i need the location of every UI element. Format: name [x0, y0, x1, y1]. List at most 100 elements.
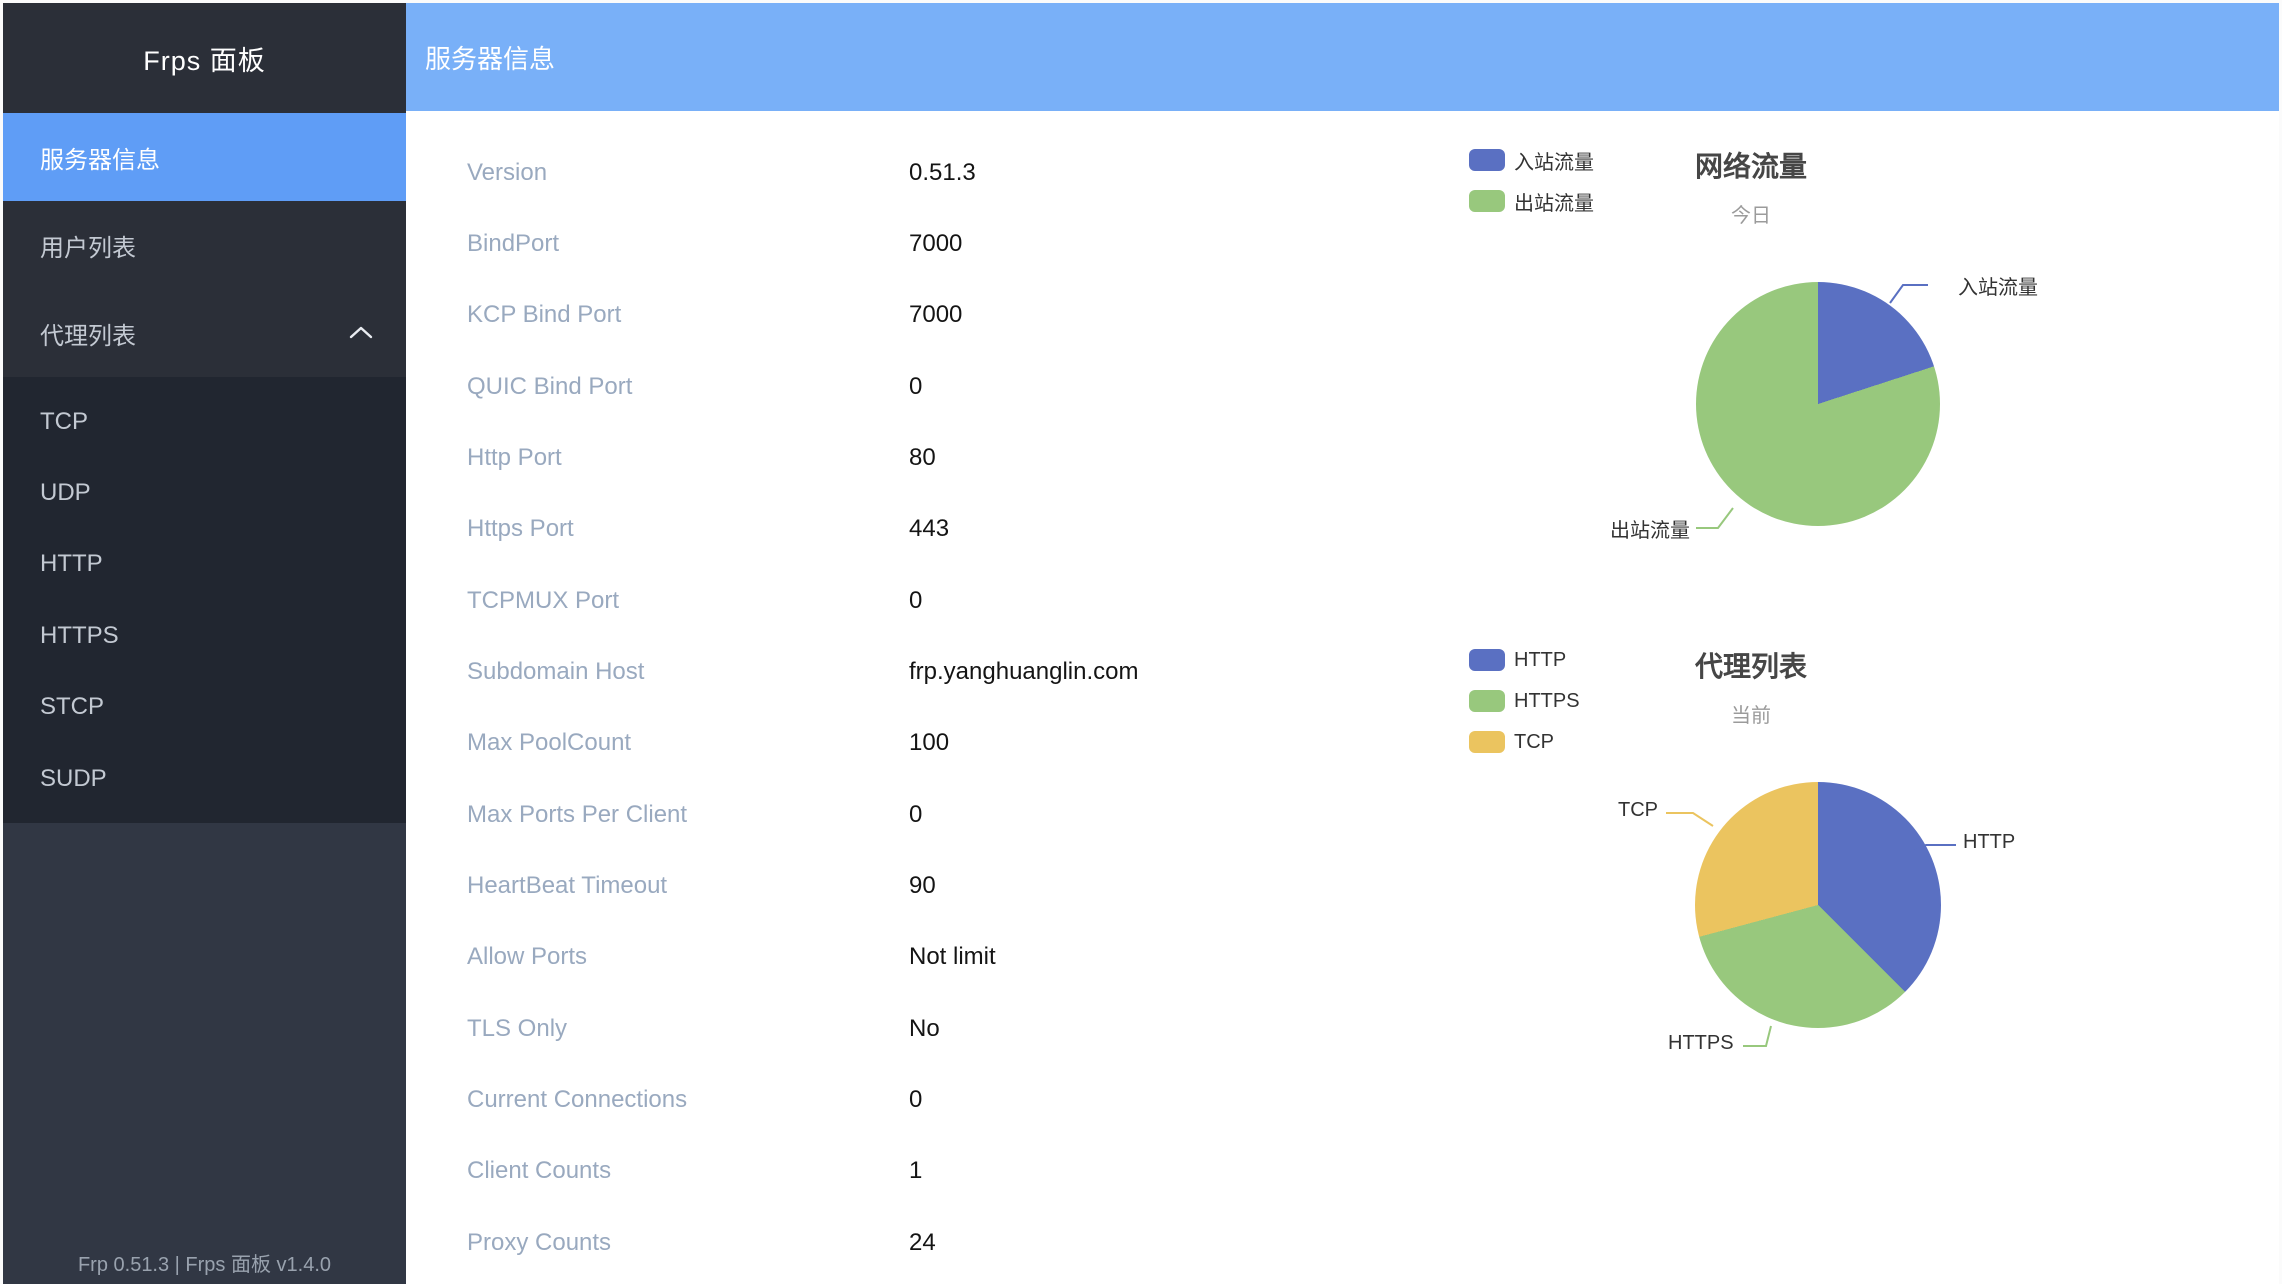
info-row: Max Ports Per Client 0: [467, 779, 1427, 850]
sidebar-item-label: 用户列表: [40, 234, 136, 262]
legend-label: HTTPS: [1514, 689, 1580, 712]
sidebar-subitem-udp[interactable]: UDP: [40, 479, 91, 507]
info-row: QUIC Bind Port 0: [467, 351, 1427, 422]
page-header: 服务器信息: [406, 3, 2279, 111]
sidebar-subitem-http[interactable]: HTTP: [40, 550, 103, 578]
sidebar-footer-version: Frp 0.51.3 | Frps 面板 v1.4.0: [77, 1254, 332, 1276]
info-value: 0: [909, 586, 923, 614]
info-value: 80: [909, 443, 936, 471]
legend-item-出站流量[interactable]: 出站流量: [1469, 190, 1594, 215]
info-value: 1: [909, 1157, 923, 1185]
sidebar-subitem-https[interactable]: HTTPS: [40, 621, 119, 649]
info-row: Https Port 443: [467, 494, 1427, 565]
app-title: Frps 面板: [3, 3, 406, 113]
info-label: Max Ports Per Client: [467, 800, 688, 828]
info-row: HeartBeat Timeout 90: [467, 850, 1427, 921]
legend-label: TCP: [1514, 730, 1554, 753]
legend-item-TCP[interactable]: TCP: [1469, 731, 1580, 753]
info-row: Http Port 80: [467, 422, 1427, 493]
sidebar-item-label: 代理列表: [40, 322, 136, 350]
pie-label-http: HTTP: [1963, 831, 2016, 853]
info-label: Version: [467, 158, 548, 186]
legend-swatch: [1469, 731, 1505, 753]
info-row: Subdomain Host frp.yanghuanglin.com: [467, 636, 1427, 707]
info-row: Max PoolCount 100: [467, 708, 1427, 779]
info-value: Not limit: [909, 943, 996, 971]
proxy-list-pie: [1695, 782, 1941, 1028]
info-label: Https Port: [467, 515, 574, 543]
legend-swatch: [1469, 690, 1505, 712]
info-value: 24: [909, 1228, 936, 1256]
info-row: Version 0.51.3: [467, 137, 1427, 208]
sidebar-subitem-stcp[interactable]: STCP: [40, 693, 105, 721]
sidebar: Frps 面板 服务器信息用户列表代理列表 TCP UDP HTTP HTTPS STCP…: [3, 3, 406, 1284]
info-value: 100: [909, 729, 950, 757]
legend-swatch: [1469, 190, 1505, 212]
proxy-list-chart: HTTP HTTPS TCP 代理列表 当前 HTTP HTTPS TCP: [1453, 633, 2073, 1153]
sidebar-subitem-sudp[interactable]: SUDP: [40, 764, 107, 792]
info-value: No: [909, 1014, 940, 1042]
info-label: Max PoolCount: [467, 729, 632, 757]
info-label: Client Counts: [467, 1157, 612, 1185]
info-label: HeartBeat Timeout: [467, 871, 668, 899]
info-value: 0: [909, 372, 923, 400]
info-value: 0: [909, 800, 923, 828]
chart-subtitle: 当前: [1731, 705, 1771, 727]
info-row: BindPort 7000: [467, 208, 1427, 279]
info-label: QUIC Bind Port: [467, 372, 633, 400]
info-label: Http Port: [467, 443, 562, 471]
info-row: TLS Only No: [467, 993, 1427, 1064]
proxy-list-legend: HTTP HTTPS TCP: [1469, 649, 1580, 772]
network-traffic-chart: 入站流量 出站流量 网络流量 今日 入站流量 出站流量: [1453, 133, 2073, 628]
info-label: BindPort: [467, 229, 560, 257]
chart-subtitle: 今日: [1731, 205, 1771, 227]
legend-item-HTTPS[interactable]: HTTPS: [1469, 690, 1580, 712]
legend-item-入站流量[interactable]: 入站流量: [1469, 149, 1594, 174]
info-row: TCPMUX Port 0: [467, 565, 1427, 636]
legend-label: 出站流量: [1514, 192, 1594, 215]
info-label: KCP Bind Port: [467, 301, 622, 329]
sidebar-item-label: 服务器信息: [40, 146, 160, 174]
info-row: Current Connections 0: [467, 1064, 1427, 1135]
server-info-list: Version 0.51.3 BindPort 7000 KCP Bind Port 70…: [467, 137, 1427, 1278]
info-value: 0: [909, 1085, 923, 1113]
chart-title: 网络流量: [1694, 151, 1807, 182]
info-value: 7000: [909, 301, 963, 329]
pie-label-tcp: TCP: [1618, 799, 1658, 821]
sidebar-submenu-proxy-list: TCP UDP HTTP HTTPS STCP SUDP: [3, 377, 406, 824]
sidebar-item-server-info[interactable]: 服务器信息: [3, 113, 406, 201]
sidebar-menu: 服务器信息用户列表代理列表 TCP UDP HTTP HTTPS STCP SUDP: [3, 113, 406, 824]
network-traffic-legend: 入站流量 出站流量: [1469, 149, 1594, 231]
info-value: 0.51.3: [909, 158, 976, 186]
sidebar-item-user-list[interactable]: 用户列表: [3, 201, 406, 289]
info-label: TCPMUX Port: [467, 586, 620, 614]
legend-label: 入站流量: [1514, 151, 1594, 174]
info-value: 7000: [909, 229, 963, 257]
pie-label-outbound: 出站流量: [1610, 520, 1690, 542]
info-label: Allow Ports: [467, 943, 588, 971]
info-label: TLS Only: [467, 1014, 568, 1042]
info-label: Proxy Counts: [467, 1228, 612, 1256]
legend-item-HTTP[interactable]: HTTP: [1469, 649, 1580, 671]
chevron-up-icon[interactable]: [349, 326, 373, 340]
page-title: 服务器信息: [425, 43, 556, 74]
chart-title: 代理列表: [1694, 651, 1807, 682]
network-traffic-pie: [1696, 282, 1940, 526]
info-row: KCP Bind Port 7000: [467, 280, 1427, 351]
info-label: Current Connections: [467, 1085, 688, 1113]
legend-label: HTTP: [1514, 648, 1567, 671]
info-value: 443: [909, 515, 950, 543]
pie-label-https: HTTPS: [1668, 1032, 1734, 1054]
legend-swatch: [1469, 649, 1505, 671]
legend-swatch: [1469, 149, 1505, 171]
sidebar-item-proxy-list[interactable]: 代理列表: [3, 289, 406, 377]
info-value: 90: [909, 871, 936, 899]
pie-label-inbound: 入站流量: [1958, 277, 2038, 299]
sidebar-subitem-tcp[interactable]: TCP: [40, 407, 88, 435]
info-value: frp.yanghuanglin.com: [909, 657, 1139, 685]
info-label: Subdomain Host: [467, 657, 645, 685]
info-row: Client Counts 1: [467, 1136, 1427, 1207]
info-row: Proxy Counts 24: [467, 1207, 1427, 1278]
info-row: Allow Ports Not limit: [467, 922, 1427, 993]
